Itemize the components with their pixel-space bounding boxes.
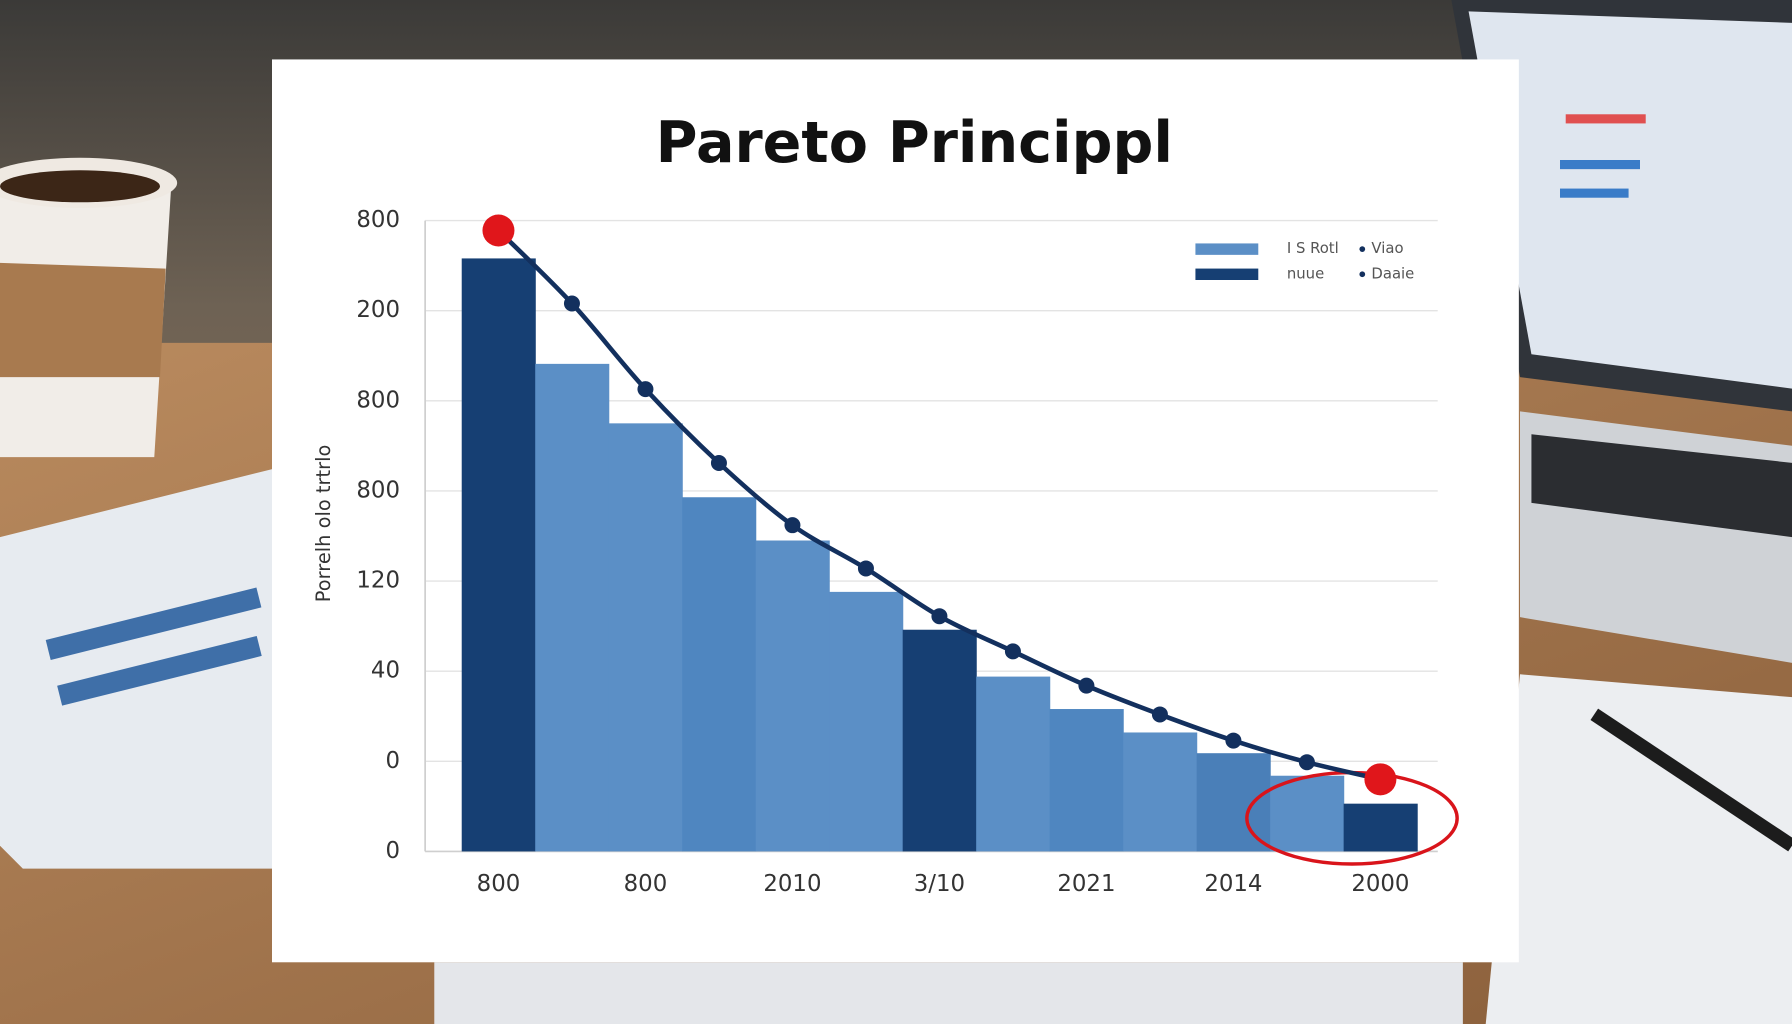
y-tick-label: 800	[356, 387, 400, 413]
line-point	[1151, 706, 1168, 723]
bar	[829, 591, 904, 852]
legend-swatch	[1359, 246, 1366, 252]
x-tick-label: 3/10	[914, 871, 965, 897]
paper-bottom	[434, 962, 1463, 1024]
legend-swatch	[1195, 243, 1259, 255]
bar	[902, 629, 977, 852]
bar	[1049, 709, 1124, 852]
bar	[461, 258, 536, 852]
papers-left	[0, 468, 298, 869]
line-point	[931, 608, 948, 625]
x-tick-label: 2010	[763, 871, 821, 897]
highlight-point	[482, 214, 515, 247]
x-tick-label: 2000	[1351, 871, 1409, 897]
line-point	[784, 517, 801, 534]
legend-label: Viao	[1371, 239, 1403, 257]
chart-title: Pareto Princippl	[656, 110, 1173, 176]
bar	[755, 540, 830, 852]
line-point	[857, 560, 874, 577]
line-point	[1298, 754, 1315, 771]
legend-label: I S Rotl	[1287, 239, 1339, 257]
x-tick-label: 2014	[1204, 871, 1262, 897]
bar	[1196, 753, 1271, 852]
line-point	[1078, 677, 1095, 694]
line-point	[563, 295, 580, 312]
bar	[1123, 732, 1198, 852]
y-tick-label: 40	[371, 658, 400, 684]
bar	[976, 676, 1051, 852]
bar	[535, 363, 610, 852]
highlight-point	[1364, 763, 1397, 796]
y-axis-label: Porrelh olo trtrlo	[312, 445, 335, 603]
bar	[1270, 775, 1345, 852]
bar	[1343, 803, 1418, 852]
legend-swatch	[1195, 268, 1259, 280]
bar	[608, 423, 683, 852]
line-point	[1225, 732, 1242, 749]
y-tick-label: 120	[356, 568, 400, 594]
legend-swatch	[1359, 271, 1366, 278]
y-tick-label: 800	[356, 477, 400, 503]
line-point	[637, 381, 654, 398]
legend-label: Daaie	[1371, 264, 1414, 282]
legend-label: nuue	[1287, 264, 1324, 282]
papers-right	[1485, 674, 1792, 1024]
y-tick-label: 800	[356, 207, 400, 233]
laptop	[1451, 0, 1792, 663]
bar	[682, 497, 757, 852]
line-point	[710, 455, 727, 472]
y-tick-label: 0	[385, 838, 400, 864]
coffee-cup	[0, 157, 178, 458]
x-tick-label: 800	[624, 871, 668, 897]
y-tick-label: 200	[356, 297, 400, 323]
y-tick-label: 0	[385, 748, 400, 774]
x-tick-label: 800	[477, 871, 521, 897]
x-tick-label: 2021	[1057, 871, 1115, 897]
line-point	[1004, 643, 1021, 660]
